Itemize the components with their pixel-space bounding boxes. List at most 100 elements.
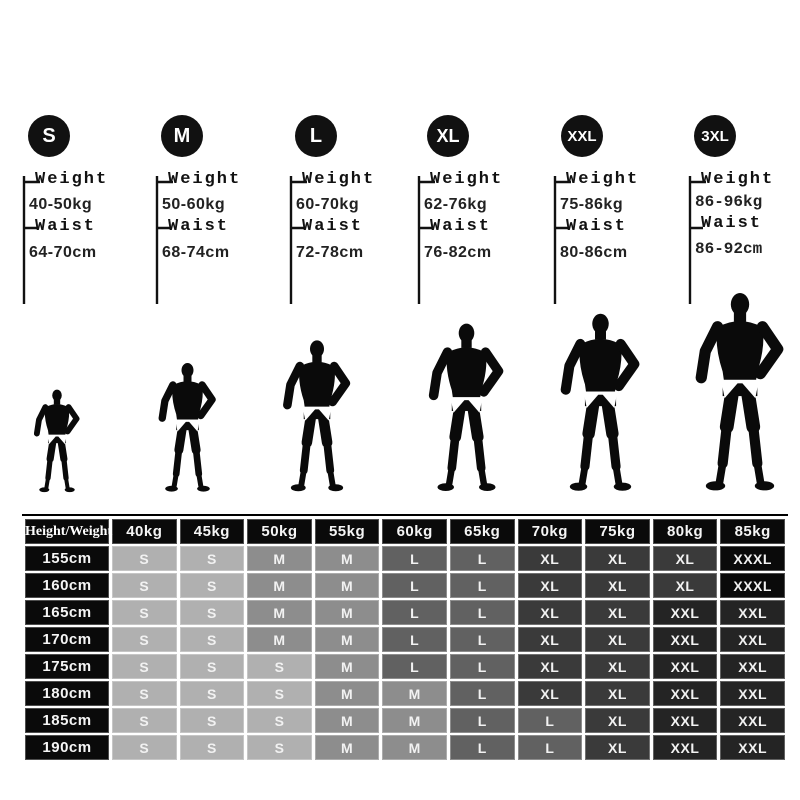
table-row: 160cm S S M M L L XL XL XL XXXL [25,573,785,598]
row-header: 180cm [25,681,109,706]
table-row: 175cm S S S M L L XL XL XXL XXL [25,654,785,679]
size-badge-label: XL [436,125,460,146]
size-cell: XXL [652,627,718,652]
size-cell: S [112,681,177,706]
size-cell: S [247,708,312,733]
size-cell: L [382,573,447,598]
size-badge-s: S [28,115,70,157]
waist-label: Waist [701,214,763,233]
size-cell: S [179,681,245,706]
size-cell: S [112,735,177,760]
size-table: Height/Weight 40kg 45kg 50kg 55kg 60kg 6… [22,514,788,762]
row-header: 185cm [25,708,109,733]
size-cell: S [112,708,177,733]
size-cell: XL [517,681,583,706]
size-column-s: S Weight 40-50kg Waist 64-70cm [20,0,152,330]
col-header: 80kg [652,519,718,544]
size-cell: XXXL [720,573,785,598]
male-silhouette-m [162,363,212,492]
size-cell: M [314,546,380,571]
size-cell: L [382,654,447,679]
table-row: 180cm S S S M M L XL XL XXL XXL [25,681,785,706]
size-cell: L [382,546,447,571]
size-cell: XL [585,627,650,652]
waist-label: Waist [35,217,97,236]
bracket-icon [553,176,571,304]
size-cell: M [314,573,380,598]
size-cell: XXL [720,627,785,652]
size-cell: XL [517,546,583,571]
size-column-3xl: 3XL Weight 86-96kg Waist 86-92cm [686,0,800,330]
size-cell: L [449,681,515,706]
size-cell: S [179,708,245,733]
size-cell: XL [517,654,583,679]
row-header: 165cm [25,600,109,625]
col-header: 75kg [585,519,650,544]
male-silhouette-xl [434,324,499,491]
size-cell: M [314,735,380,760]
size-cell: M [247,573,312,598]
size-cell: XL [585,600,650,625]
size-badge-label: L [309,124,323,147]
size-cell: XL [585,654,650,679]
size-cell: XXL [720,681,785,706]
male-silhouette-xxl [566,314,635,491]
size-cell: S [179,573,245,598]
size-cell: L [449,600,515,625]
size-cell: L [382,600,447,625]
weight-label: Weight [430,170,504,189]
weight-label: Weight [701,170,775,189]
size-cell: S [247,681,312,706]
size-cell: S [112,627,177,652]
size-cell: M [247,600,312,625]
size-cell: XL [585,573,650,598]
size-cell: M [382,681,447,706]
waist-range: 80-86cm [560,244,628,261]
male-silhouette-s [37,390,77,493]
size-cell: XL [585,735,650,760]
size-cell: XXL [652,735,718,760]
size-cell: XL [517,627,583,652]
size-cell: M [314,681,380,706]
row-header: 160cm [25,573,109,598]
size-cell: M [314,708,380,733]
col-header: 85kg [720,519,785,544]
col-header: 55kg [314,519,380,544]
table-row: 165cm S S M M L L XL XL XXL XXL [25,600,785,625]
size-cell: XXL [652,600,718,625]
size-column-xxl: XXL Weight 75-86kg Waist 80-86cm [551,0,683,330]
row-header: 190cm [25,735,109,760]
size-cell: S [179,654,245,679]
size-cell: XL [652,573,718,598]
weight-range: 75-86kg [560,196,624,213]
weight-range: 40-50kg [29,196,93,213]
size-cell: S [179,735,245,760]
size-badge-label: XXL [567,127,597,145]
row-header: 170cm [25,627,109,652]
weight-label: Weight [168,170,242,189]
size-cell: S [179,627,245,652]
waist-label: Waist [168,217,230,236]
size-cell: M [247,546,312,571]
waist-label: Waist [430,217,492,236]
size-cell: XL [585,546,650,571]
bracket-icon [688,176,706,304]
weight-range: 60-70kg [296,196,360,213]
size-cell: M [247,627,312,652]
size-cell: L [449,573,515,598]
size-cell: L [517,735,583,760]
waist-range: 72-78cm [296,244,364,261]
size-cell: XL [517,573,583,598]
size-cell: XXL [652,654,718,679]
bracket-icon [417,176,435,304]
size-cell: XXL [720,654,785,679]
size-cell: S [112,546,177,571]
size-cell: L [449,654,515,679]
col-header: 65kg [449,519,515,544]
size-cell: L [449,627,515,652]
size-badge-label: 3XL [701,127,729,145]
size-badge-l: L [295,115,337,157]
size-cell: M [314,627,380,652]
weight-range: 86-96kg [695,193,763,211]
row-header: 175cm [25,654,109,679]
